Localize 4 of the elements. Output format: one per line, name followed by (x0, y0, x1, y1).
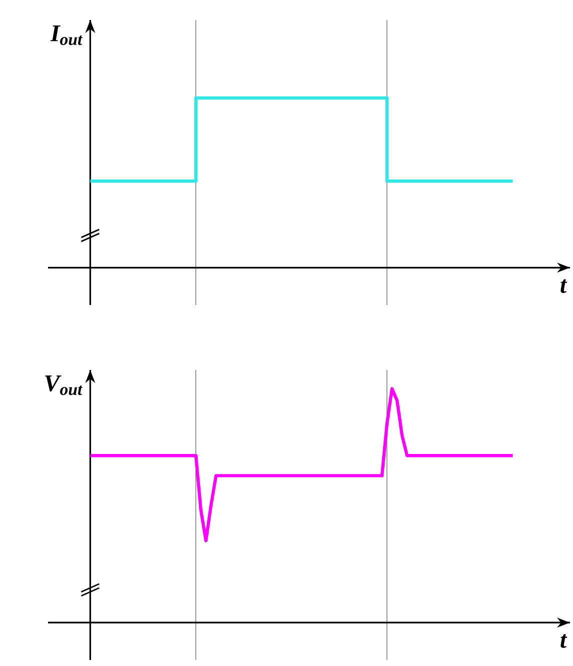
y-axis-title: I$_{out}$ (50, 25, 83, 46)
x-axis-title: t (560, 634, 568, 648)
x-axis-title: t (560, 279, 568, 293)
y-axis-title: V$_{out}$ (45, 375, 83, 396)
